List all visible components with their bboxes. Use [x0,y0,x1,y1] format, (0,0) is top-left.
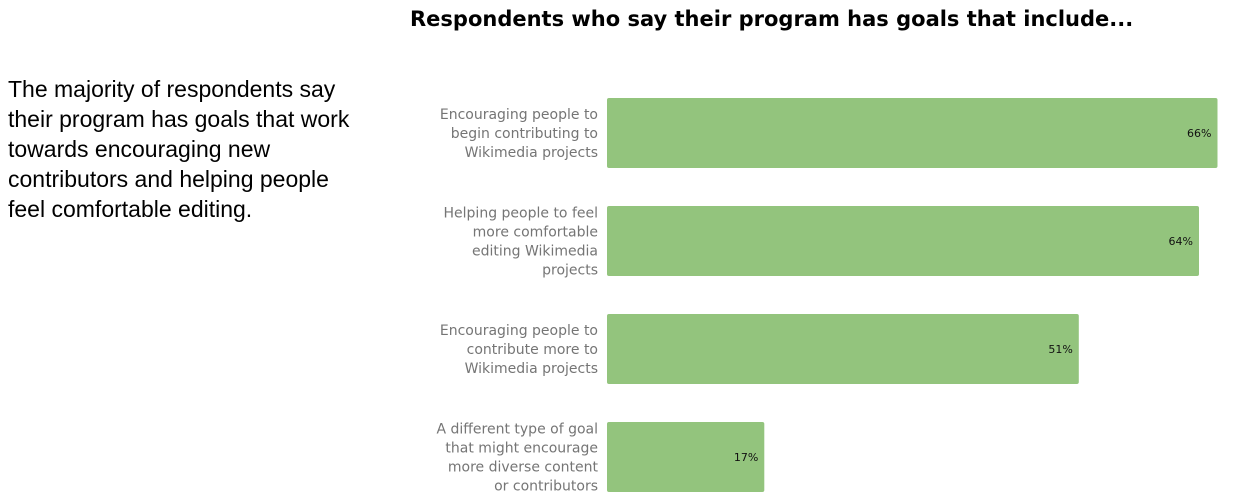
bar-1 [607,98,1218,168]
value-label-3: 51% [1048,343,1072,356]
category-label-4: A different type of goal that might encou… [436,422,598,495]
chart-title: Respondents who say their program has go… [410,7,1134,31]
bar-2 [607,206,1199,276]
category-label-1: Encouraging people to begin contributing … [440,107,598,161]
value-label-4: 17% [734,451,758,464]
summary-text: The majority of respondents say their pr… [8,76,350,222]
category-label-3: Encouraging people to contribute more to W… [440,323,598,377]
value-label-1: 66% [1187,127,1211,140]
category-label-2: Helping people to feel more comfortable ed… [444,206,598,279]
bar-4 [607,422,765,492]
bar-3 [607,314,1079,384]
value-label-2: 64% [1169,235,1193,248]
